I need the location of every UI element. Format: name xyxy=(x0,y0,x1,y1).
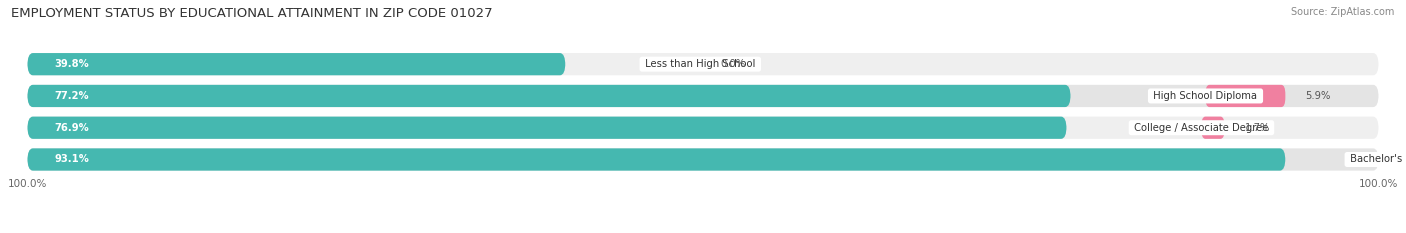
FancyBboxPatch shape xyxy=(28,116,1378,139)
Text: Bachelor's Degree or higher: Bachelor's Degree or higher xyxy=(1347,154,1406,164)
Text: 77.2%: 77.2% xyxy=(55,91,89,101)
Text: 0.0%: 0.0% xyxy=(720,59,745,69)
Text: 1.7%: 1.7% xyxy=(1244,123,1270,133)
Text: EMPLOYMENT STATUS BY EDUCATIONAL ATTAINMENT IN ZIP CODE 01027: EMPLOYMENT STATUS BY EDUCATIONAL ATTAINM… xyxy=(11,7,494,20)
FancyBboxPatch shape xyxy=(28,53,565,75)
Text: 39.8%: 39.8% xyxy=(55,59,90,69)
Text: 100.0%: 100.0% xyxy=(1358,179,1398,189)
Text: Less than High School: Less than High School xyxy=(643,59,759,69)
Text: 100.0%: 100.0% xyxy=(8,179,48,189)
FancyBboxPatch shape xyxy=(28,116,1067,139)
FancyBboxPatch shape xyxy=(28,85,1378,107)
Text: Source: ZipAtlas.com: Source: ZipAtlas.com xyxy=(1291,7,1395,17)
FancyBboxPatch shape xyxy=(28,148,1378,171)
FancyBboxPatch shape xyxy=(1205,85,1285,107)
FancyBboxPatch shape xyxy=(28,85,1070,107)
FancyBboxPatch shape xyxy=(1201,116,1225,139)
FancyBboxPatch shape xyxy=(28,148,1285,171)
Text: 5.9%: 5.9% xyxy=(1306,91,1331,101)
Text: 93.1%: 93.1% xyxy=(55,154,90,164)
FancyBboxPatch shape xyxy=(28,53,1378,75)
Text: High School Diploma: High School Diploma xyxy=(1150,91,1261,101)
Text: 76.9%: 76.9% xyxy=(55,123,90,133)
Text: College / Associate Degree: College / Associate Degree xyxy=(1132,123,1271,133)
